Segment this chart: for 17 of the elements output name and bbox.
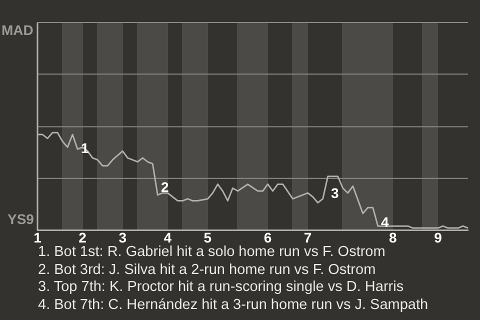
x-tick-label: 2	[78, 229, 87, 246]
text: 2. Bot 3rd: J. Silva hit a 2-run home run vs F. Ostrom	[38, 262, 377, 280]
text: 1. Bot 1st: R. Gabriel hit a solo home run vs F. Ostrom	[38, 244, 386, 262]
x-tick-label: 9	[434, 229, 442, 246]
text: YS9	[8, 211, 34, 227]
x-tick-label: 1	[34, 229, 42, 246]
text: MAD	[2, 22, 34, 38]
x-tick-label: 6	[264, 229, 272, 246]
text: 4. Bot 7th: C. Hernández hit a 3-run home run vs J. Sampath	[38, 297, 428, 315]
x-tick-label: 3	[118, 229, 127, 246]
x-tick-label: 4	[164, 229, 172, 246]
text: 3. Top 7th: K. Proctor hit a run-scoring single vs D. Harris	[38, 279, 405, 298]
annotation: 3	[331, 185, 339, 201]
annotation: 2	[161, 179, 169, 195]
x-tick-label: 5	[204, 229, 212, 246]
x-tick-label: 8	[389, 229, 398, 246]
x-tick-label: 7	[304, 229, 312, 246]
